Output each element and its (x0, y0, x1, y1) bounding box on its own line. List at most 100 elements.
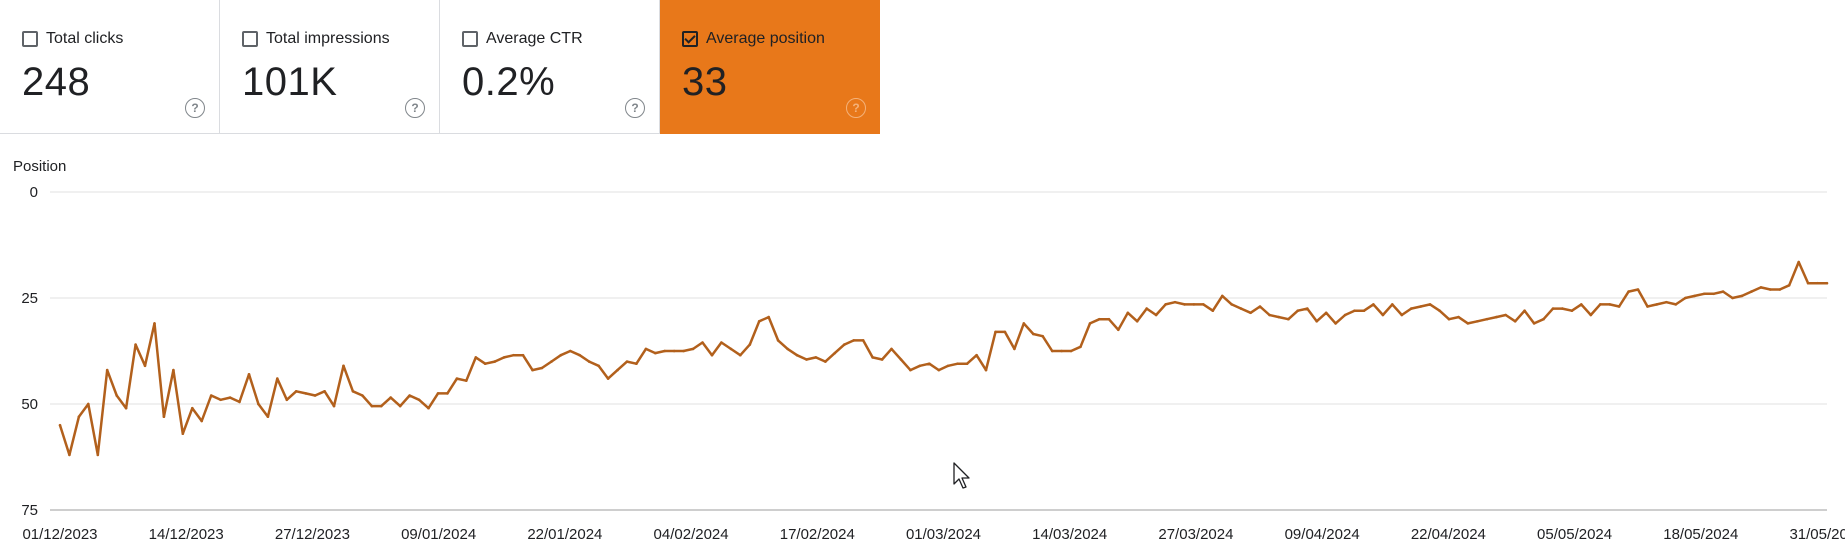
data-point (200, 419, 203, 423)
data-point (276, 377, 279, 380)
data-point (739, 353, 742, 357)
data-point (918, 364, 922, 368)
x-tick-label: 01/03/2024 (906, 526, 981, 543)
data-point (729, 347, 733, 351)
data-point (1504, 313, 1507, 317)
data-point (1532, 322, 1536, 325)
data-point (1646, 305, 1649, 308)
data-point (58, 423, 62, 427)
data-point (672, 349, 676, 353)
data-point (436, 392, 440, 395)
data-point (748, 343, 752, 346)
data-point (1126, 311, 1130, 315)
metric-card-total-clicks[interactable]: Total clicks 248 ? (0, 0, 220, 134)
metric-card-total-impressions[interactable]: Total impressions 101K ? (220, 0, 440, 134)
data-point (398, 404, 402, 408)
data-point (1192, 303, 1196, 306)
data-point (1476, 320, 1479, 323)
data-point (143, 364, 147, 368)
data-point (191, 406, 194, 410)
metric-card-average-position[interactable]: Average position 33 ? (660, 0, 880, 134)
data-point (1117, 328, 1120, 332)
metric-card-average-ctr[interactable]: Average CTR 0.2% ? (440, 0, 660, 134)
x-tick-label: 09/01/2024 (401, 526, 476, 543)
data-point (871, 356, 874, 359)
data-point (1343, 313, 1347, 317)
data-point (115, 394, 118, 397)
data-point (1759, 286, 1763, 289)
data-point (1561, 307, 1564, 310)
data-point (691, 347, 695, 351)
data-point (606, 377, 610, 380)
x-tick-label: 17/02/2024 (780, 526, 855, 543)
data-point (153, 322, 156, 325)
data-point (96, 453, 100, 457)
data-point (994, 330, 997, 334)
x-tick-label: 05/05/2024 (1537, 526, 1612, 543)
data-point (843, 343, 846, 346)
data-point (455, 377, 459, 380)
checkbox-icon[interactable] (22, 31, 38, 47)
data-point (540, 366, 544, 370)
data-point (1513, 320, 1517, 323)
data-point (417, 398, 421, 402)
help-icon[interactable]: ? (405, 98, 425, 118)
data-point (1164, 303, 1167, 306)
checkbox-checked-icon[interactable] (682, 31, 698, 47)
data-point (1041, 334, 1044, 338)
data-point (899, 358, 903, 361)
data-point (1098, 317, 1101, 321)
metric-header: Total clicks (22, 28, 219, 50)
data-point (1069, 349, 1073, 353)
data-point (1721, 290, 1725, 293)
data-point (814, 356, 818, 359)
data-point (1655, 303, 1659, 306)
data-point (880, 358, 884, 361)
data-point (1079, 345, 1082, 349)
data-point (1740, 294, 1744, 298)
data-point (266, 415, 270, 419)
data-point (701, 341, 704, 344)
data-point (1249, 311, 1252, 315)
data-point (1202, 303, 1205, 306)
data-point (1598, 303, 1602, 306)
data-point (1154, 313, 1158, 317)
x-tick-label: 01/12/2023 (22, 526, 97, 543)
data-point (1230, 303, 1233, 306)
data-point (446, 392, 449, 395)
data-point (483, 362, 487, 365)
data-point (578, 353, 581, 357)
data-point (852, 339, 855, 342)
data-point (861, 339, 865, 342)
metric-value-total-impressions: 101K (242, 60, 338, 104)
help-icon[interactable]: ? (625, 98, 645, 118)
data-point (1050, 349, 1054, 353)
data-point (654, 351, 657, 355)
x-tick-label: 27/03/2024 (1158, 526, 1233, 543)
data-point (1693, 294, 1696, 298)
data-point (370, 404, 374, 408)
data-point (134, 343, 137, 346)
x-tick-label: 14/12/2023 (149, 526, 224, 543)
data-point (1088, 322, 1092, 325)
data-point (1183, 303, 1186, 306)
data-point (1003, 330, 1007, 334)
data-point (87, 402, 90, 406)
metric-header: Total impressions (242, 28, 439, 50)
data-point (1551, 307, 1555, 310)
data-point (644, 347, 648, 351)
data-point (1438, 309, 1441, 312)
data-point (465, 379, 468, 382)
data-point (1608, 303, 1611, 306)
checkbox-icon[interactable] (242, 31, 258, 47)
checkbox-icon[interactable] (462, 31, 478, 47)
metric-value-total-clicks: 248 (22, 60, 91, 104)
data-point (1485, 317, 1489, 321)
help-icon[interactable]: ? (185, 98, 205, 118)
metric-label-total-impressions: Total impressions (266, 30, 390, 47)
metric-label-total-clicks: Total clicks (46, 30, 124, 47)
data-point (975, 353, 978, 357)
data-point (1665, 300, 1668, 304)
data-point (965, 362, 969, 365)
help-icon[interactable]: ? (846, 98, 866, 118)
